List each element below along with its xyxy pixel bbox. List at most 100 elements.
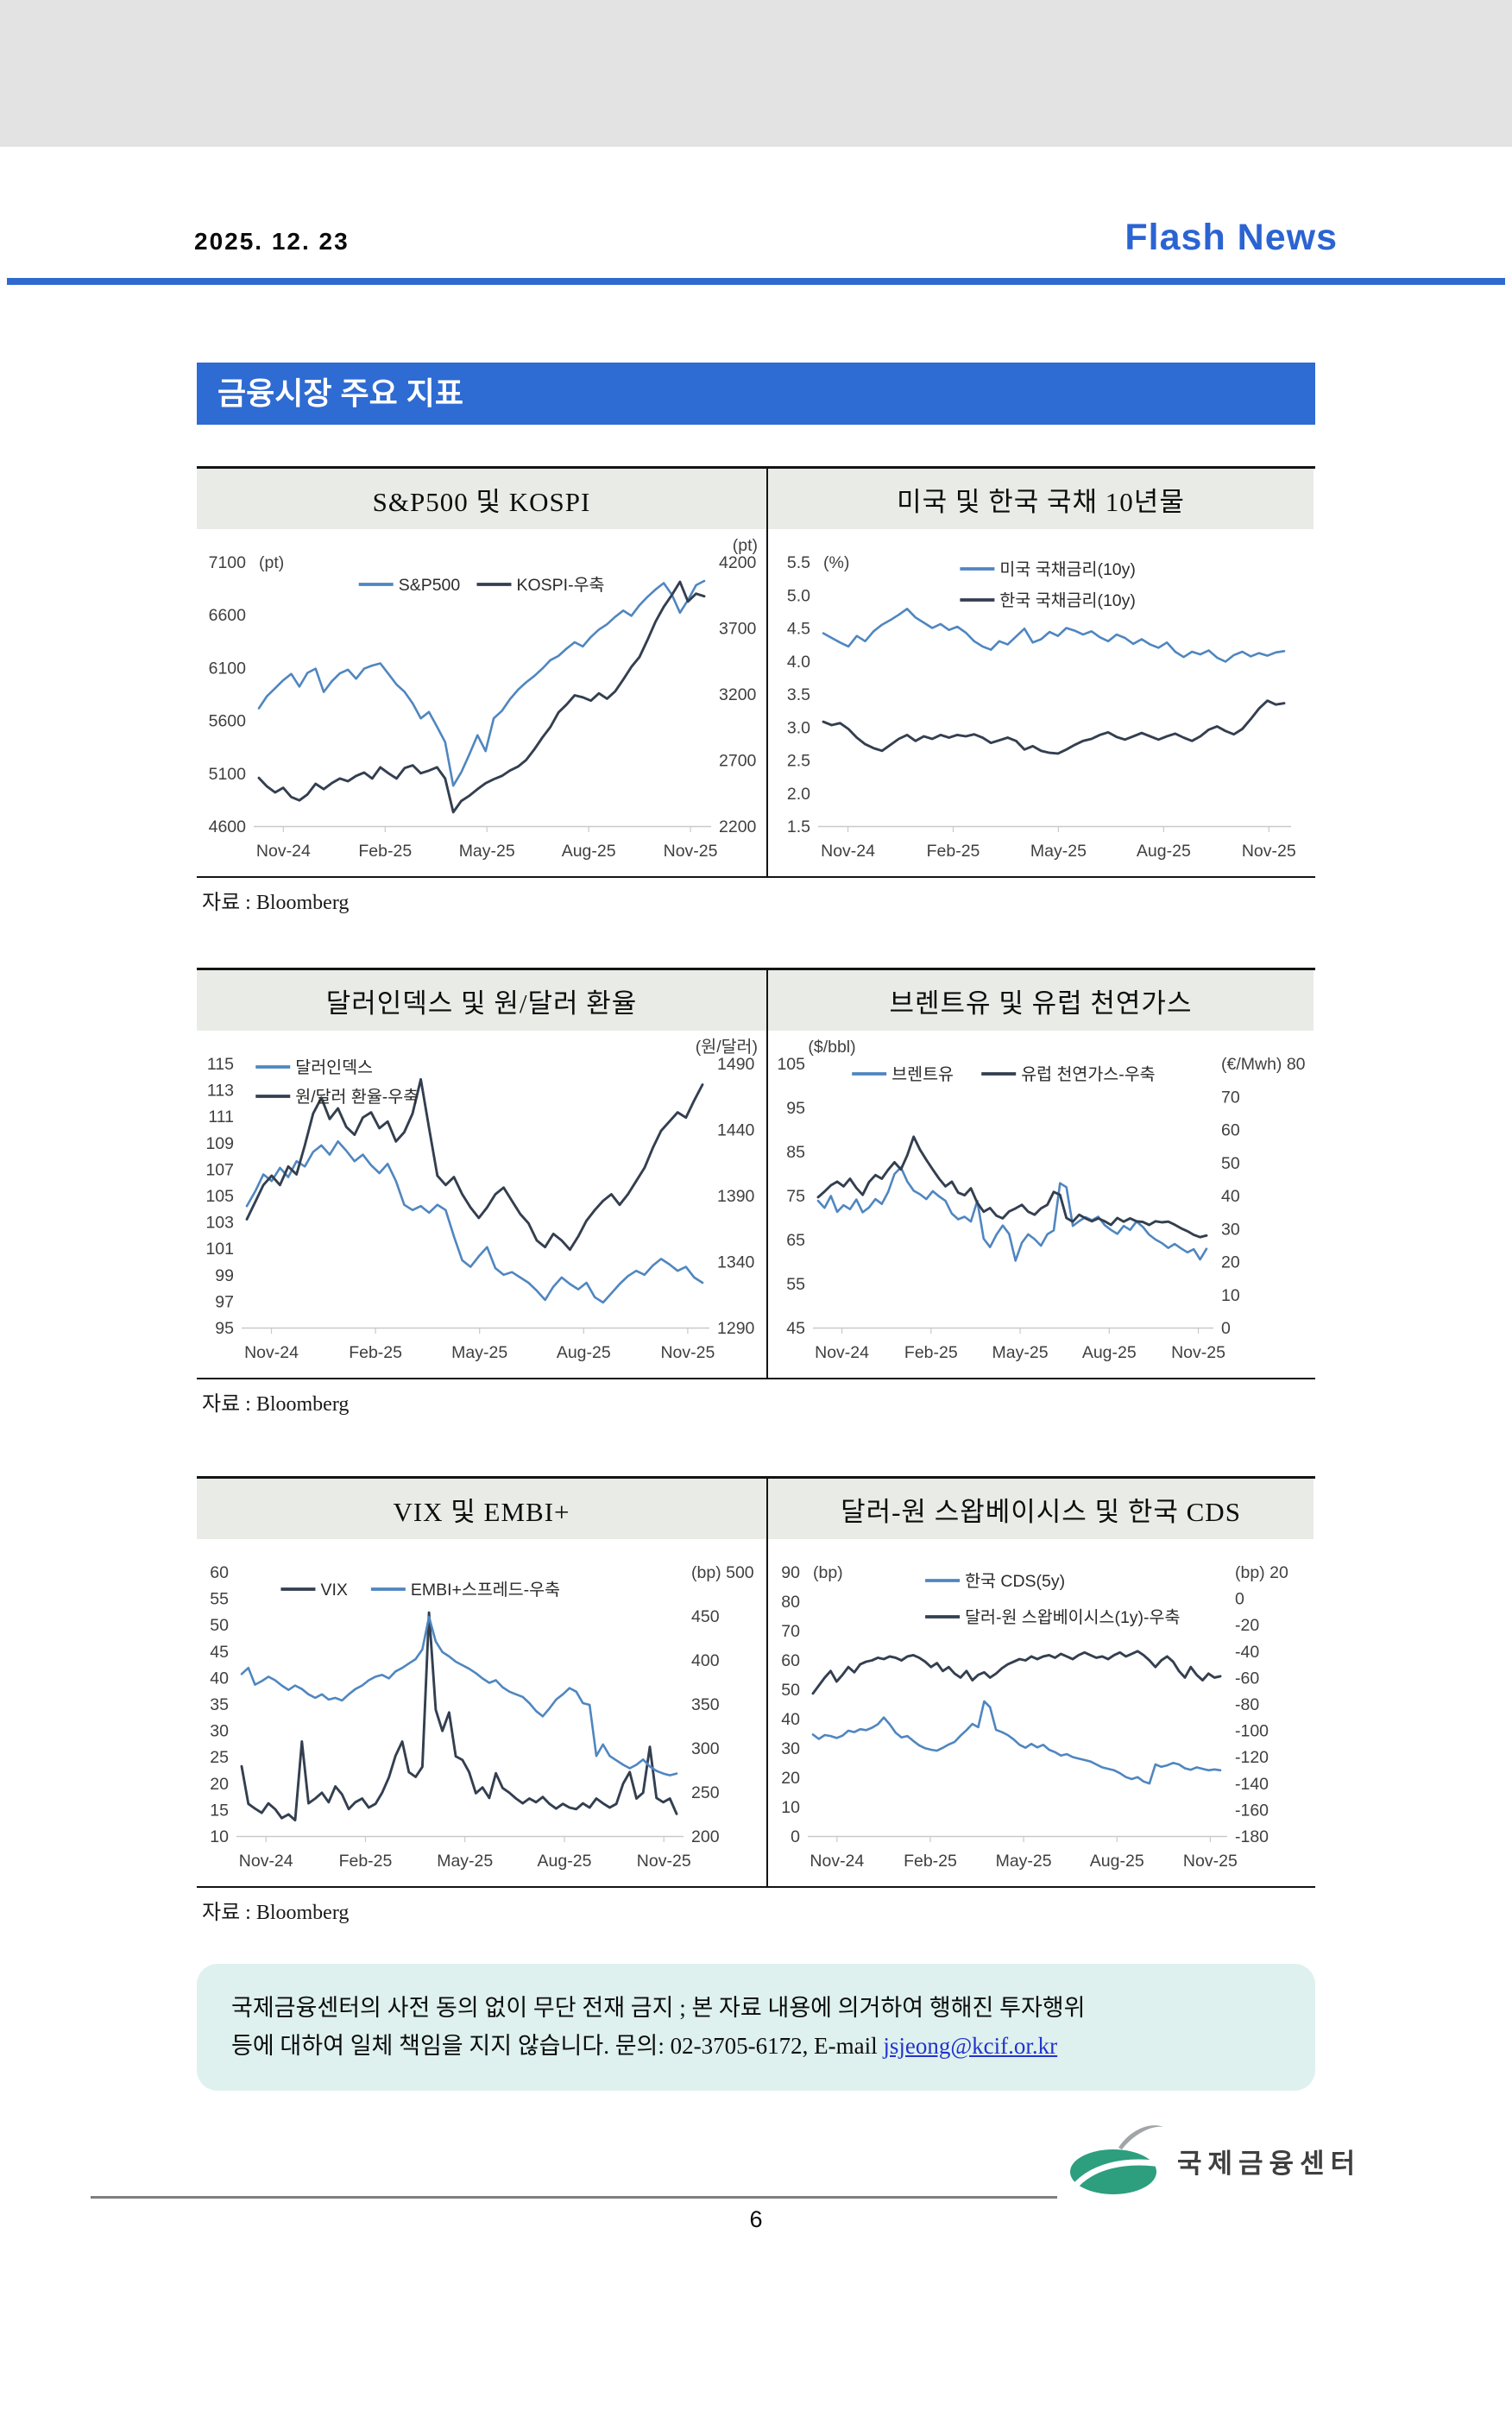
svg-text:95: 95	[215, 1319, 234, 1338]
chart-title-swapbasis-cds: 달러-원 스왑베이시스 및 한국 CDS	[768, 1479, 1314, 1539]
section-title: 금융시장 주요 지표	[217, 375, 463, 411]
svg-text:한국 CDS(5y): 한국 CDS(5y)	[965, 1572, 1065, 1591]
svg-text:May-25: May-25	[451, 1343, 507, 1362]
svg-text:Nov-25: Nov-25	[1183, 1852, 1238, 1871]
svg-text:10: 10	[1221, 1286, 1240, 1305]
svg-text:70: 70	[1221, 1088, 1240, 1107]
kcif-logo: 국제금융센터	[1068, 2122, 1361, 2199]
svg-text:65: 65	[786, 1231, 805, 1250]
svg-text:EMBI+스프레드-우축: EMBI+스프레드-우축	[411, 1581, 560, 1600]
svg-text:Nov-24: Nov-24	[810, 1852, 864, 1871]
svg-text:7100: 7100	[209, 553, 247, 572]
chart-title-dxy-krwusd: 달러인덱스 및 원/달러 환율	[197, 970, 766, 1031]
svg-text:May-25: May-25	[1030, 842, 1087, 861]
svg-text:2700: 2700	[719, 752, 757, 771]
svg-text:75: 75	[786, 1187, 805, 1206]
svg-text:-60: -60	[1235, 1669, 1259, 1688]
chart-dxy-krwusd: Nov-24 Feb-25 May-25 Aug-25 Nov-25 115 113 111 1…	[197, 1031, 766, 1378]
svg-text:Aug-25: Aug-25	[538, 1852, 592, 1871]
svg-text:200: 200	[691, 1827, 720, 1846]
svg-text:-100: -100	[1235, 1722, 1269, 1741]
svg-text:달러인덱스: 달러인덱스	[295, 1058, 373, 1077]
svg-text:(%): (%)	[823, 553, 849, 572]
footer-divider	[91, 2196, 1057, 2199]
svg-text:4.5: 4.5	[787, 620, 810, 639]
chart-title-vix-embi: VIX 및 EMBI+	[197, 1479, 766, 1539]
svg-text:(bp): (bp)	[813, 1563, 843, 1582]
svg-text:115: 115	[207, 1055, 234, 1074]
svg-text:-80: -80	[1235, 1695, 1259, 1714]
svg-text:40: 40	[781, 1710, 800, 1729]
disclaimer-line1: 국제금융센터의 사전 동의 없이 무단 전재 금지 ; 본 자료 내용에 의거하…	[231, 1995, 1086, 2021]
svg-text:30: 30	[781, 1739, 800, 1758]
page-header: 2025. 12. 23 Flash News	[0, 147, 1512, 278]
svg-text:45: 45	[210, 1643, 229, 1662]
svg-text:45: 45	[786, 1319, 805, 1338]
chart-brent-gas: Nov-24 Feb-25 May-25 Aug-25 Nov-25 105 95 85 75 6…	[768, 1031, 1314, 1378]
svg-text:Aug-25: Aug-25	[1137, 842, 1191, 861]
svg-text:Feb-25: Feb-25	[904, 1852, 957, 1871]
svg-text:111: 111	[208, 1108, 234, 1126]
svg-text:Aug-25: Aug-25	[1082, 1343, 1137, 1362]
disclaimer-line2: 등에 대하여 일체 책임을 지지 않습니다. 문의: 02-3705-6172,…	[231, 2032, 884, 2059]
svg-text:1.5: 1.5	[787, 817, 810, 836]
svg-text:Nov-24: Nov-24	[256, 842, 311, 861]
svg-text:-20: -20	[1235, 1616, 1259, 1635]
chart-title-brent-gas: 브렌트유 및 유럽 천연가스	[768, 970, 1314, 1031]
svg-text:5.0: 5.0	[787, 586, 810, 605]
svg-text:0: 0	[1235, 1590, 1244, 1609]
svg-text:한국 국채금리(10y): 한국 국채금리(10y)	[999, 591, 1136, 610]
svg-text:101: 101	[205, 1240, 234, 1259]
svg-text:30: 30	[1221, 1220, 1240, 1239]
chart-us-kr-10y: Nov-24 Feb-25 May-25 Aug-25 Nov-25 5.5 5.0 4.5 4…	[768, 529, 1314, 876]
svg-text:107: 107	[205, 1160, 234, 1179]
svg-text:450: 450	[691, 1607, 720, 1626]
svg-text:4600: 4600	[209, 817, 247, 836]
svg-text:2.5: 2.5	[787, 752, 810, 771]
svg-text:10: 10	[210, 1827, 229, 1846]
svg-text:Feb-25: Feb-25	[339, 1852, 393, 1871]
svg-text:Nov-25: Nov-25	[637, 1852, 691, 1871]
svg-text:Feb-25: Feb-25	[358, 842, 412, 861]
chart-cell-vix-embi: VIX 및 EMBI+ Nov-24 Feb-25 May-25 Aug-25 Nov-…	[197, 1479, 768, 1886]
svg-text:May-25: May-25	[992, 1343, 1049, 1362]
chart-cell-swapbasis-cds: 달러-원 스왑베이시스 및 한국 CDS Nov-24 Feb-25 May-25 A…	[768, 1479, 1314, 1886]
svg-text:6600: 6600	[209, 606, 247, 625]
chart-table-row2: 달러인덱스 및 원/달러 환율 Nov-24 Feb-25 May-25 Aug-25…	[197, 968, 1315, 1379]
chart-title-sp500-kospi: S&P500 및 KOSPI	[197, 469, 766, 529]
svg-text:(bp) 20: (bp) 20	[1235, 1563, 1288, 1582]
svg-text:350: 350	[691, 1695, 720, 1714]
svg-text:Nov-24: Nov-24	[244, 1343, 299, 1362]
svg-text:Nov-24: Nov-24	[815, 1343, 869, 1362]
svg-text:5100: 5100	[209, 765, 247, 784]
svg-text:4200: 4200	[719, 553, 757, 572]
chart-swapbasis-cds: Nov-24 Feb-25 May-25 Aug-25 Nov-25 90 80 70 60 50…	[768, 1539, 1314, 1886]
contact-email-link[interactable]: jsjeong@kcif.or.kr	[883, 2032, 1058, 2059]
disclaimer-box: 국제금융센터의 사전 동의 없이 무단 전재 금지 ; 본 자료 내용에 의거하…	[197, 1964, 1315, 2092]
svg-text:Nov-25: Nov-25	[664, 842, 718, 861]
svg-text:-180: -180	[1235, 1827, 1269, 1846]
svg-text:0: 0	[791, 1827, 800, 1846]
svg-text:(원/달러): (원/달러)	[696, 1038, 758, 1057]
svg-text:50: 50	[1221, 1154, 1240, 1173]
svg-text:Aug-25: Aug-25	[557, 1343, 611, 1362]
svg-text:30: 30	[210, 1722, 229, 1741]
svg-text:5600: 5600	[209, 712, 247, 731]
svg-text:Aug-25: Aug-25	[562, 842, 616, 861]
svg-text:3.0: 3.0	[787, 718, 810, 737]
svg-text:60: 60	[210, 1563, 229, 1582]
svg-text:May-25: May-25	[437, 1852, 493, 1871]
svg-text:85: 85	[786, 1143, 805, 1162]
svg-text:3.5: 3.5	[787, 685, 810, 704]
svg-text:4.0: 4.0	[787, 653, 810, 672]
svg-text:(€/Mwh) 80: (€/Mwh) 80	[1221, 1055, 1306, 1074]
main-content: 금융시장 주요 지표 S&P500 및 KOSPI Nov-24 Feb-25 Ma…	[197, 363, 1315, 2092]
svg-text:70: 70	[781, 1622, 800, 1641]
brand-title: Flash News	[1125, 217, 1338, 258]
chart-vix-embi: Nov-24 Feb-25 May-25 Aug-25 Nov-25 60 55 50 45 40…	[197, 1539, 766, 1886]
source-note-2: 자료 : Bloomberg	[202, 1393, 350, 1416]
svg-text:10: 10	[781, 1798, 800, 1817]
svg-text:40: 40	[1221, 1187, 1240, 1206]
svg-text:105: 105	[777, 1055, 805, 1074]
svg-text:40: 40	[210, 1669, 229, 1688]
